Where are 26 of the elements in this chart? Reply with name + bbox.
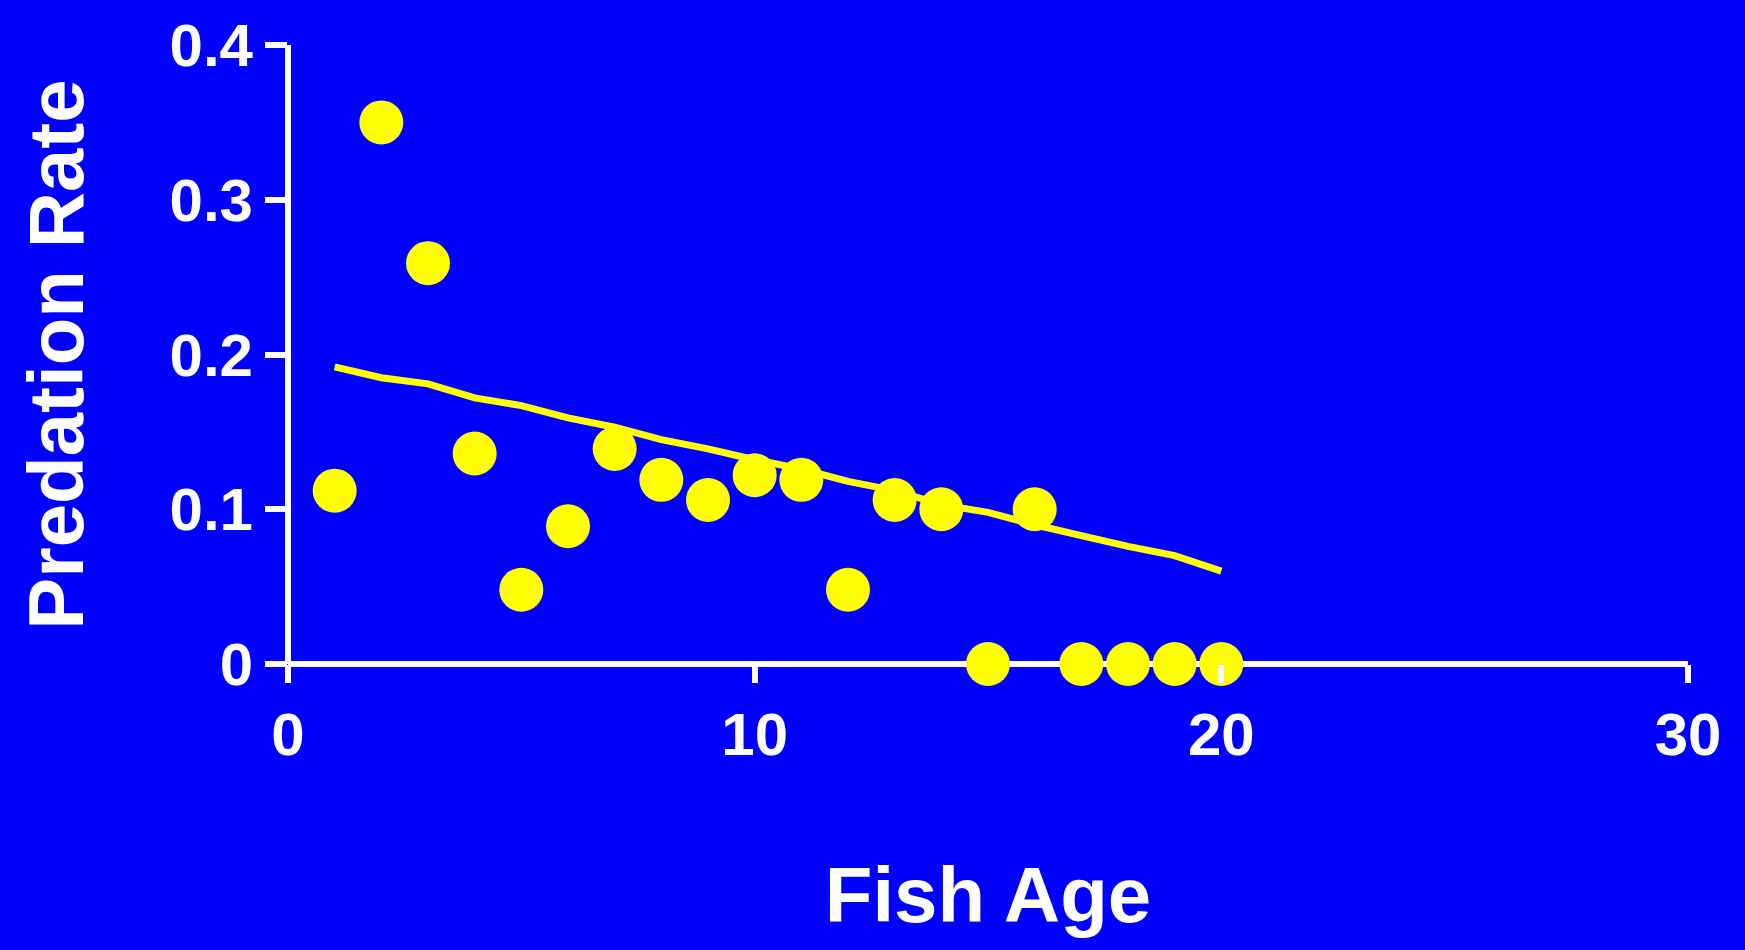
x-tick-label: 10 (721, 701, 789, 768)
x-axis-title: Fish Age (824, 851, 1152, 940)
point (452, 431, 497, 476)
y-tick-label: 0.4 (169, 12, 254, 79)
x-tick-label: 0 (271, 701, 305, 768)
x-tick-label: 20 (1187, 701, 1255, 768)
point (1059, 642, 1104, 686)
point (1152, 642, 1197, 686)
point (546, 504, 590, 549)
y-axis-title: Predation Rate (11, 79, 100, 630)
x-tick-label: 30 (1654, 701, 1722, 768)
y-tick-label: 0 (219, 631, 253, 698)
point (1199, 642, 1244, 686)
point (592, 426, 637, 471)
point (966, 642, 1010, 686)
point (406, 241, 450, 286)
y-tick-label: 0.2 (169, 321, 253, 389)
point (826, 567, 870, 612)
point (1106, 642, 1150, 686)
point (312, 468, 357, 513)
point (639, 457, 684, 502)
point (499, 567, 544, 612)
point (359, 100, 404, 145)
y-tick-label: 0.1 (169, 476, 253, 544)
y-tick-label: 0.3 (169, 166, 253, 234)
point (686, 477, 730, 522)
